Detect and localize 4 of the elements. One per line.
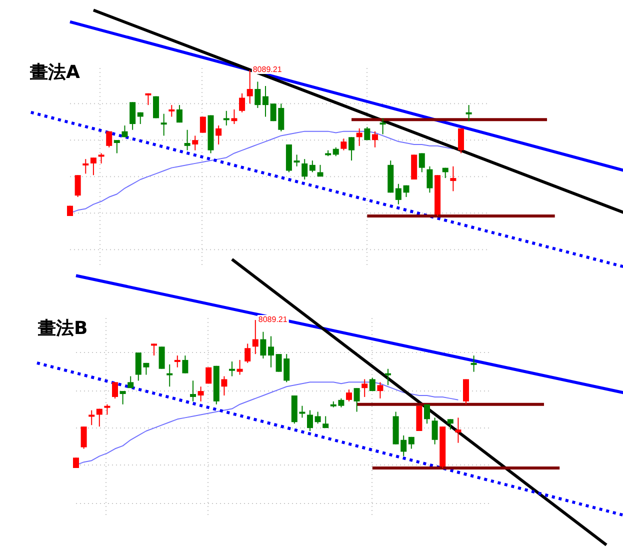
chart-title: 畫法A: [29, 62, 80, 83]
annotation: 8089.21: [252, 65, 282, 74]
chart-title: 畫法B: [37, 318, 88, 339]
annotation: 8089.21: [258, 315, 288, 324]
